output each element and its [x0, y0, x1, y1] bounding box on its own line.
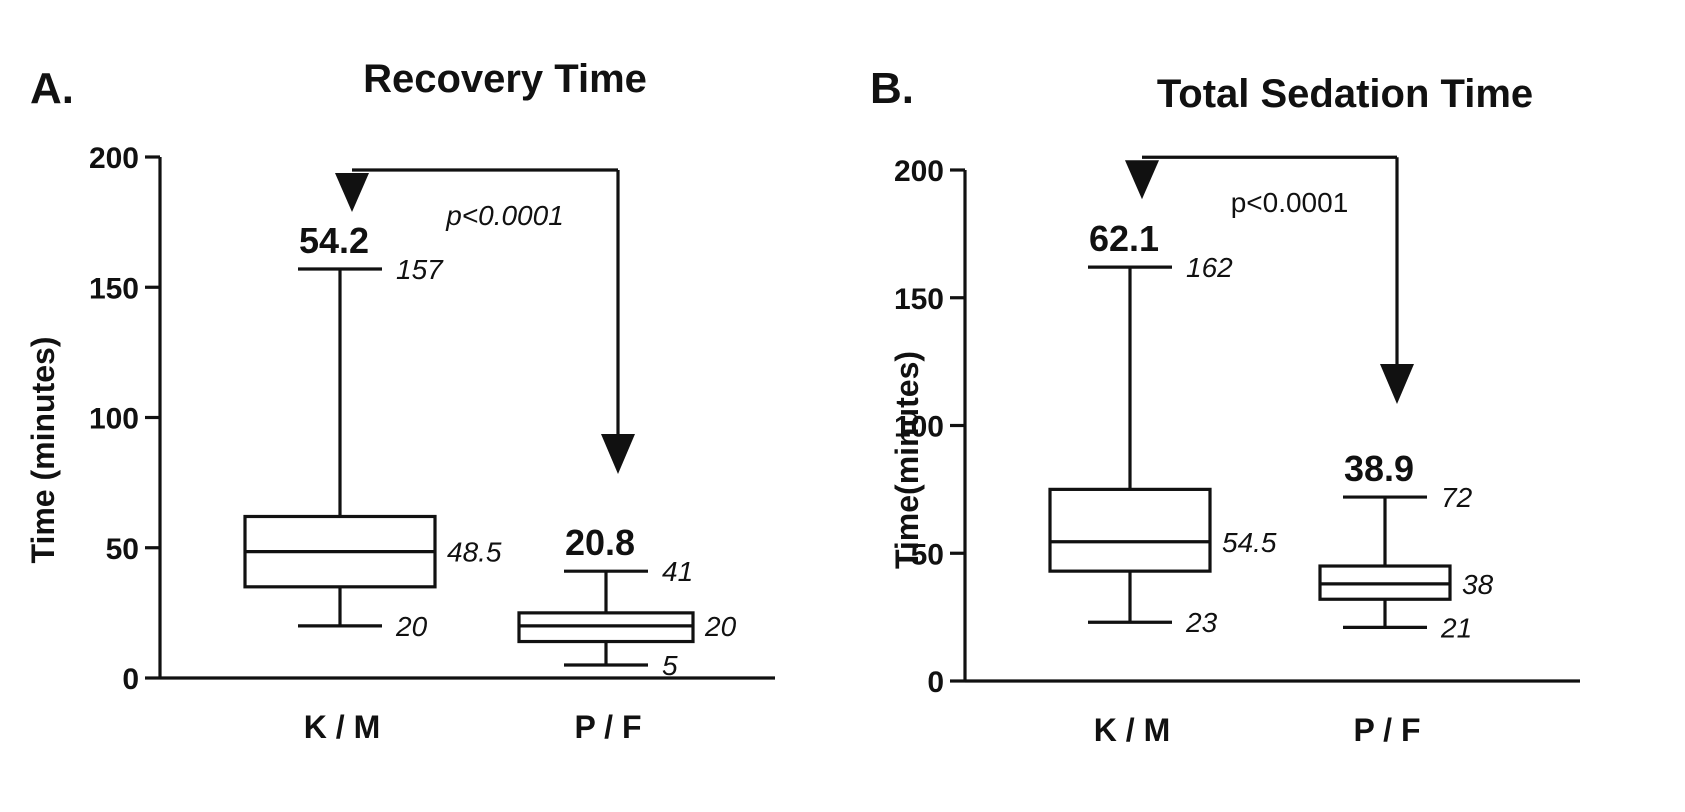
x-category-label: K / M — [1094, 712, 1170, 748]
median-label: 54.5 — [1222, 527, 1277, 558]
median-label: 38 — [1462, 569, 1494, 600]
y-tick-label: 0 — [927, 666, 944, 699]
max-label: 41 — [662, 556, 693, 587]
box-plot: 162 54.5 23 62.1 — [1048, 218, 1277, 638]
min-label: 5 — [662, 650, 678, 681]
min-label: 21 — [1440, 612, 1472, 643]
panel-b: B. Total Sedation Time Time(minutes) 0 50… — [870, 64, 1580, 748]
box-plot: 41 20 5 20.8 — [517, 522, 737, 681]
y-tick-label: 100 — [89, 403, 139, 436]
panel-letter: A. — [30, 64, 74, 113]
chart-title: Total Sedation Time — [1157, 72, 1533, 116]
x-category-label: P / F — [575, 709, 642, 745]
x-category-label: P / F — [1354, 712, 1421, 748]
median-label: 20 — [704, 611, 737, 642]
y-tick-label: 50 — [106, 533, 139, 566]
y-tick-label: 150 — [89, 272, 139, 305]
mean-label: 54.2 — [299, 220, 369, 261]
y-tick-label: 150 — [894, 283, 944, 316]
median-label: 48.5 — [447, 537, 502, 568]
x-category-label: K / M — [304, 709, 380, 745]
arrow-down-icon — [1125, 160, 1159, 200]
y-tick-label: 100 — [894, 411, 944, 444]
y-tick-label: 200 — [894, 155, 944, 188]
y-tick-label: 50 — [911, 538, 944, 571]
max-label: 157 — [396, 254, 444, 285]
y-axis-label: Time(minutes) — [889, 351, 925, 569]
max-label: 162 — [1186, 252, 1233, 283]
mean-label: 38.9 — [1344, 448, 1414, 489]
y-axis-label: Time (minutes) — [25, 337, 61, 564]
p-value-label: p<0.0001 — [445, 200, 564, 231]
box-plot: 157 48.5 20 54.2 — [243, 220, 502, 642]
arrow-down-icon — [335, 173, 369, 213]
iqr-box — [1048, 487, 1212, 573]
arrow-down-icon — [1380, 364, 1414, 404]
y-tick-label: 200 — [89, 142, 139, 175]
p-value-label: p<0.0001 — [1231, 187, 1349, 218]
min-label: 20 — [395, 611, 428, 642]
max-label: 72 — [1441, 482, 1473, 513]
chart-title: Recovery Time — [363, 57, 647, 101]
arrow-down-icon — [601, 434, 635, 474]
mean-label: 20.8 — [565, 522, 635, 563]
mean-label: 62.1 — [1089, 218, 1159, 259]
panel-a: A. Recovery Time Time (minutes) 0 50 100 15… — [25, 57, 775, 745]
panel-letter: B. — [870, 64, 914, 113]
y-tick-label: 0 — [122, 663, 139, 696]
min-label: 23 — [1185, 607, 1218, 638]
box-plot: 72 38 21 38.9 — [1318, 448, 1494, 643]
